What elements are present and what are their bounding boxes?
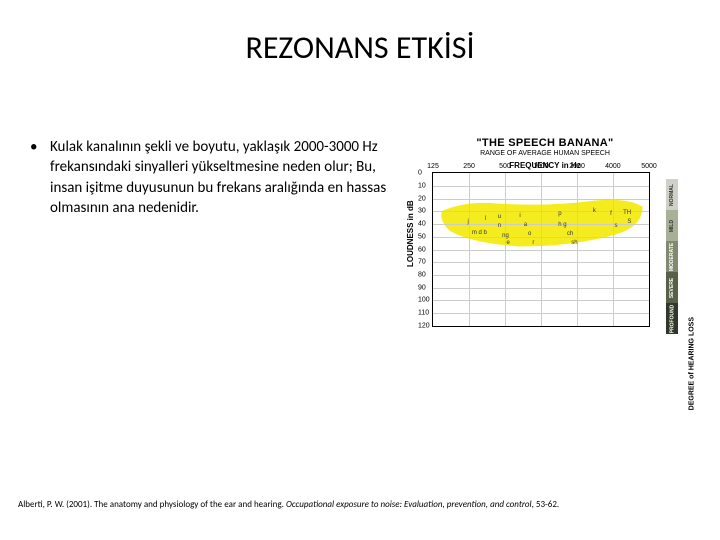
speech-banana-chart: "THE SPEECH BANANA" RANGE OF AVERAGE HUM… bbox=[400, 137, 690, 352]
citation-italic: Occupational exposure to noise: Evaluati… bbox=[286, 499, 532, 510]
xtick-label: 500 bbox=[499, 163, 511, 170]
ytick-label: 110 bbox=[418, 310, 429, 317]
xtick-label: 250 bbox=[463, 163, 475, 170]
citation-post: , 53-62. bbox=[532, 499, 560, 510]
bullet-column: • Kulak kanalının şekli ve boyutu, yakla… bbox=[30, 137, 400, 352]
xtick-label: 2000 bbox=[569, 163, 585, 170]
phoneme-label: e bbox=[506, 240, 509, 246]
chart-subtitle: RANGE OF AVERAGE HUMAN SPEECH bbox=[400, 150, 690, 157]
ytick-label: 10 bbox=[418, 182, 426, 189]
chart-right-label: DEGREE of HEARING LOSS bbox=[688, 317, 695, 410]
phoneme-label: j bbox=[468, 219, 469, 225]
phoneme-label: k bbox=[593, 208, 596, 214]
phoneme-label: a bbox=[524, 222, 527, 228]
phoneme-label: l bbox=[485, 216, 486, 222]
plot-area: 1252505001000200040005000 01020304050607… bbox=[432, 172, 650, 327]
phoneme-label: ch bbox=[567, 231, 573, 237]
gridline-h bbox=[433, 186, 649, 187]
hearing-loss-segment: PROFOUND bbox=[666, 303, 678, 334]
bullet-text: Kulak kanalının şekli ve boyutu, yaklaşı… bbox=[50, 137, 390, 218]
ytick-label: 80 bbox=[418, 272, 426, 279]
gridline-h bbox=[433, 300, 649, 301]
xtick-label: 5000 bbox=[641, 163, 657, 170]
hearing-loss-segment: MILD bbox=[666, 210, 678, 241]
ytick-label: 0 bbox=[418, 170, 422, 177]
phoneme-label: u bbox=[498, 214, 501, 220]
ytick-label: 40 bbox=[418, 220, 426, 227]
phoneme-label: h g bbox=[558, 222, 566, 228]
ytick-label: 60 bbox=[418, 246, 426, 253]
phoneme-label: p bbox=[558, 211, 561, 217]
phoneme-label: o bbox=[528, 231, 531, 237]
chart-ylabel: LOUDNESS in dB bbox=[406, 200, 415, 267]
phoneme-label: r bbox=[532, 240, 534, 246]
phoneme-label: f bbox=[610, 211, 612, 217]
xtick-label: 1000 bbox=[533, 163, 549, 170]
gridline-h bbox=[433, 262, 649, 263]
citation-pre: Alberti, P. W. (2001). The anatomy and p… bbox=[18, 499, 286, 510]
page-title: REZONANS ETKİSİ bbox=[0, 0, 720, 67]
ytick-label: 20 bbox=[418, 195, 426, 202]
xtick-label: 4000 bbox=[605, 163, 621, 170]
phoneme-label: n bbox=[498, 223, 501, 229]
xtick-label: 125 bbox=[427, 163, 439, 170]
phoneme-label: sh bbox=[571, 240, 577, 246]
gridline-h bbox=[433, 288, 649, 289]
hearing-loss-segment: NORMAL bbox=[666, 179, 678, 210]
gridline-h bbox=[433, 275, 649, 276]
phoneme-label: S bbox=[627, 219, 631, 225]
ytick-label: 70 bbox=[418, 259, 426, 266]
phoneme-label: i bbox=[519, 213, 520, 219]
chart-column: "THE SPEECH BANANA" RANGE OF AVERAGE HUM… bbox=[400, 137, 700, 352]
gridline-h bbox=[433, 313, 649, 314]
hearing-loss-bar: NORMALMILDMODERATESEVEREPROFOUND bbox=[666, 179, 678, 334]
hearing-loss-segment: MODERATE bbox=[666, 241, 678, 272]
gridline-h bbox=[433, 237, 649, 238]
content-row: • Kulak kanalının şekli ve boyutu, yakla… bbox=[0, 137, 720, 352]
phoneme-label: s bbox=[614, 223, 617, 229]
bullet-marker: • bbox=[30, 137, 50, 218]
ytick-label: 100 bbox=[418, 297, 430, 304]
gridline-h bbox=[433, 199, 649, 200]
gridline-h bbox=[433, 250, 649, 251]
phoneme-label: ng bbox=[502, 233, 509, 239]
ytick-label: 90 bbox=[418, 284, 426, 291]
citation: Alberti, P. W. (2001). The anatomy and p… bbox=[18, 499, 702, 510]
gridline-h bbox=[433, 211, 649, 212]
ytick-label: 120 bbox=[418, 323, 430, 330]
ytick-label: 50 bbox=[418, 233, 426, 240]
chart-title: "THE SPEECH BANANA" bbox=[400, 137, 690, 149]
bullet-item: • Kulak kanalının şekli ve boyutu, yakla… bbox=[30, 137, 390, 218]
hearing-loss-segment: SEVERE bbox=[666, 272, 678, 303]
phoneme-label: m d b bbox=[472, 230, 487, 236]
ytick-label: 30 bbox=[418, 208, 426, 215]
phoneme-label: TH bbox=[623, 210, 631, 216]
